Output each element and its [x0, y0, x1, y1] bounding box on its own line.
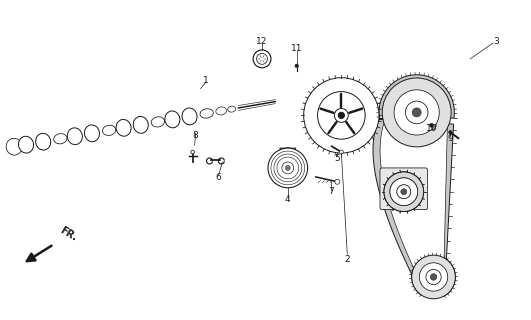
Ellipse shape: [165, 111, 180, 128]
Text: 7: 7: [329, 187, 335, 196]
Circle shape: [335, 179, 340, 184]
Text: 12: 12: [256, 36, 268, 45]
Ellipse shape: [6, 138, 22, 155]
Ellipse shape: [216, 107, 227, 115]
Circle shape: [335, 108, 348, 122]
Circle shape: [282, 162, 294, 174]
Circle shape: [430, 274, 437, 280]
Circle shape: [412, 255, 456, 299]
Circle shape: [384, 172, 424, 212]
Text: 2: 2: [345, 255, 350, 264]
Circle shape: [256, 53, 268, 64]
Ellipse shape: [84, 125, 99, 142]
Circle shape: [274, 154, 302, 182]
Circle shape: [412, 108, 421, 117]
Circle shape: [318, 92, 365, 139]
Circle shape: [427, 121, 436, 130]
Polygon shape: [373, 75, 456, 296]
Circle shape: [397, 185, 410, 199]
Ellipse shape: [151, 117, 165, 127]
Circle shape: [394, 90, 439, 135]
Circle shape: [253, 50, 271, 68]
Ellipse shape: [200, 109, 213, 118]
Circle shape: [304, 78, 379, 153]
Circle shape: [401, 189, 407, 195]
Circle shape: [295, 64, 298, 68]
Circle shape: [285, 148, 290, 153]
Ellipse shape: [19, 136, 33, 153]
Circle shape: [277, 157, 299, 179]
Text: 8: 8: [193, 131, 199, 140]
Circle shape: [405, 101, 428, 124]
Circle shape: [390, 178, 418, 206]
Text: 6: 6: [216, 173, 221, 182]
Text: 11: 11: [291, 44, 303, 53]
Circle shape: [268, 148, 307, 188]
Text: 9: 9: [448, 134, 453, 143]
Ellipse shape: [102, 125, 116, 135]
Circle shape: [449, 131, 452, 134]
Ellipse shape: [116, 119, 131, 136]
Text: 10: 10: [426, 124, 438, 133]
FancyBboxPatch shape: [380, 168, 427, 210]
Circle shape: [338, 112, 345, 118]
Circle shape: [419, 263, 448, 291]
Text: FR.: FR.: [58, 225, 79, 243]
Ellipse shape: [67, 128, 82, 145]
Circle shape: [382, 78, 451, 147]
Polygon shape: [380, 81, 449, 289]
Ellipse shape: [54, 134, 67, 144]
Circle shape: [339, 150, 344, 154]
Polygon shape: [280, 148, 296, 154]
Text: 3: 3: [493, 36, 499, 45]
Ellipse shape: [228, 106, 236, 112]
Text: 5: 5: [335, 154, 340, 163]
Ellipse shape: [36, 133, 50, 150]
Ellipse shape: [133, 116, 148, 133]
Text: 1: 1: [203, 76, 208, 85]
Circle shape: [286, 165, 290, 170]
Circle shape: [397, 185, 410, 199]
Circle shape: [426, 269, 441, 284]
Circle shape: [384, 172, 424, 212]
Circle shape: [430, 123, 433, 127]
Ellipse shape: [182, 108, 197, 125]
Text: 4: 4: [285, 195, 290, 204]
Circle shape: [271, 151, 305, 185]
Circle shape: [390, 178, 418, 206]
Circle shape: [191, 150, 194, 154]
